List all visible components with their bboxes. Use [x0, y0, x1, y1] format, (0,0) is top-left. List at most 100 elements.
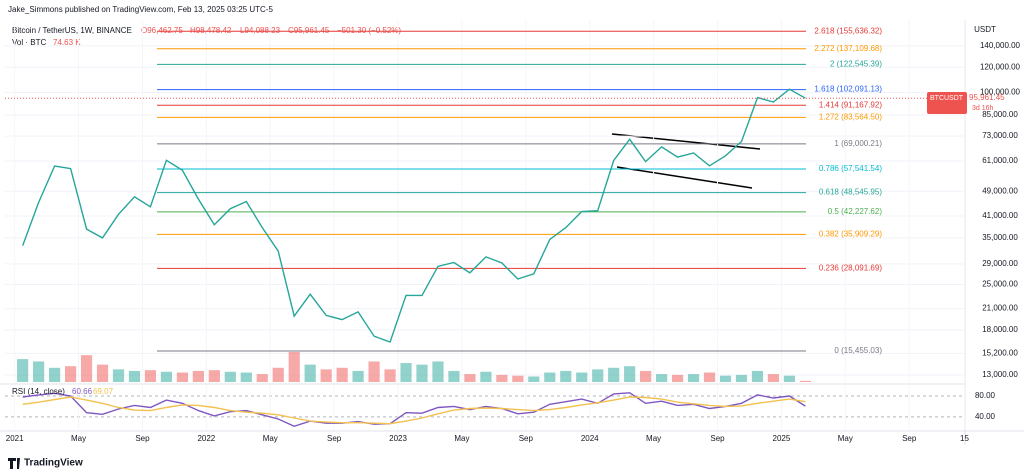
volume-bar — [256, 374, 268, 382]
fib-label: 2 (122,545.39) — [830, 59, 882, 68]
fib-label: 2.272 (137,109.68) — [814, 44, 882, 53]
volume-bar — [703, 372, 716, 382]
footer-brand: TradingView — [24, 458, 83, 469]
volume-bar — [640, 370, 652, 382]
y-tick-label: 15,200.00 — [982, 348, 1018, 357]
volume-bar — [608, 367, 620, 382]
y-tick-label: 61,000.00 — [982, 156, 1018, 165]
volume-bar — [96, 364, 109, 382]
volume-bar — [304, 364, 316, 382]
series-line — [22, 88, 806, 343]
volume-bar — [33, 361, 45, 382]
x-tick-label: 2023 — [389, 434, 407, 443]
volume-bar — [432, 361, 444, 382]
y-tick-label: 25,000.00 — [982, 280, 1018, 289]
y-tick-label: 100,000.00 — [980, 88, 1021, 97]
volume-bar — [49, 367, 61, 382]
fib-label: 0.382 (35,909.29) — [819, 229, 882, 238]
ohlc-change: −501.30 (−0.52%) — [337, 26, 401, 35]
volume-bar — [671, 374, 684, 382]
volume-bar — [480, 371, 492, 382]
x-tick-label: May — [454, 434, 469, 443]
x-tick-label: Sep — [327, 434, 342, 443]
x-tick-label: May — [838, 434, 853, 443]
plot: 2.618 (155,636.32) 2.272 (137,109.68) 2 (1… — [5, 20, 965, 430]
volume-bar — [224, 371, 236, 382]
x-tick-label: 2021 — [6, 434, 24, 443]
y-tick-label: 13,000.00 — [982, 370, 1018, 379]
ohlc-open: O96,462.75 — [141, 26, 183, 35]
volume-bar — [528, 376, 540, 382]
volume-bar — [464, 374, 476, 382]
y-tick-label: 21,000.00 — [982, 304, 1018, 313]
rsi-value: 60.66 — [72, 387, 93, 396]
series-line — [22, 392, 806, 428]
y-tick-label: 29,000.00 — [982, 259, 1018, 268]
rsi-ma-value: 69.07 — [93, 387, 114, 396]
volume-bar — [240, 372, 252, 382]
volume-bar — [336, 367, 348, 382]
fib-label: 1 (69,000.21) — [834, 139, 882, 148]
x-tick-label: 15 — [960, 434, 969, 443]
rsi-label: RSI (14, close) — [12, 387, 65, 396]
volume-bar — [416, 364, 428, 382]
volume-bar — [576, 372, 588, 382]
volume-bar — [128, 370, 141, 382]
volume-bar — [448, 370, 460, 382]
x-tick-label: 2024 — [581, 434, 599, 443]
volume-bar — [352, 370, 364, 382]
volume-bar — [17, 359, 29, 382]
volume-bar — [751, 370, 764, 382]
y-tick-label: 140,000.00 — [980, 41, 1021, 50]
volume-bar — [512, 375, 524, 382]
volume-bar — [767, 374, 780, 382]
volume-bar — [272, 367, 284, 382]
volume-bar — [368, 361, 380, 382]
volume-bar — [783, 375, 795, 382]
volume-bar — [80, 355, 93, 382]
volume-bar — [592, 369, 604, 382]
currency: USDT — [974, 25, 996, 34]
volume-value: 74.63 K — [53, 38, 81, 47]
volume-bar — [719, 375, 732, 382]
x-tick-label: 2025 — [773, 434, 791, 443]
fib-label: 2.618 (155,636.32) — [814, 26, 882, 35]
volume-bar — [112, 369, 125, 382]
volume-bar — [656, 374, 668, 382]
channel-lower — [616, 166, 753, 189]
chart-title: Bitcoin / TetherUS, 1W, BINANCE — [12, 26, 132, 35]
ohlc-close: C95,961.45 — [288, 26, 330, 35]
y-tick-label: 41,000.00 — [982, 211, 1018, 220]
x-tick-label: 2022 — [197, 434, 215, 443]
volume-bar — [176, 372, 188, 382]
volume-bar — [208, 370, 220, 382]
price-tag-countdown: 3d 16h — [972, 105, 994, 112]
volume-bar — [192, 370, 204, 382]
x-tick-label: May — [71, 434, 86, 443]
price-tag-price: 95,961.45 — [969, 93, 1005, 102]
fib-label: 1.618 (102,091.13) — [814, 85, 882, 94]
ohlc-low: L94,088.23 — [240, 26, 281, 35]
y-tick-label: 120,000.00 — [980, 62, 1021, 71]
volume-bar — [288, 352, 300, 382]
x-tick-label: Sep — [135, 434, 150, 443]
x-tick-label: Sep — [710, 434, 725, 443]
rsi-tick-label: 40.00 — [975, 412, 996, 421]
ohlc-high: H98,478.42 — [190, 26, 232, 35]
x-tick-label: May — [646, 434, 661, 443]
volume-bar — [320, 369, 332, 382]
fib-label: 0.618 (48,545.95) — [819, 188, 882, 197]
volume-bar — [496, 374, 508, 382]
fib-label: 1.414 (91,167.92) — [819, 100, 882, 109]
volume-bar — [560, 370, 572, 382]
footer — [0, 449, 1024, 473]
volume-bar — [400, 363, 412, 382]
volume-label: Vol · BTC — [12, 38, 46, 47]
y-tick-label: 35,000.00 — [982, 233, 1018, 242]
rsi-tick-label: 80.00 — [975, 391, 996, 400]
volume-bar — [687, 374, 700, 382]
x-tick-label: Sep — [519, 434, 534, 443]
volume-bar — [735, 374, 748, 382]
